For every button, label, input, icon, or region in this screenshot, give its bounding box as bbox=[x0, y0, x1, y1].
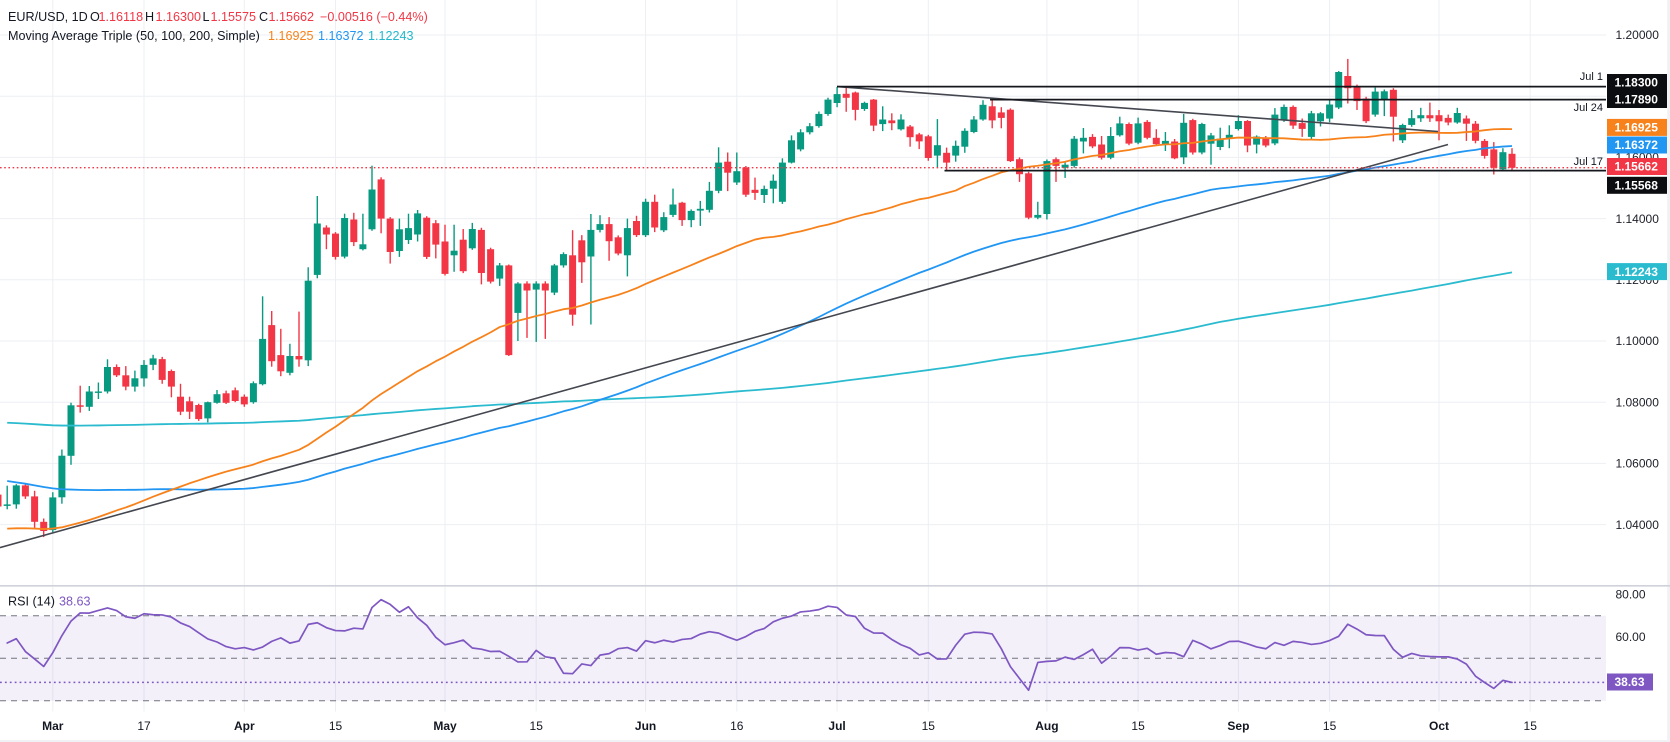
svg-text:Jul: Jul bbox=[828, 719, 845, 733]
svg-text:1.06000: 1.06000 bbox=[1616, 457, 1660, 471]
svg-text:1.16118: 1.16118 bbox=[99, 10, 144, 24]
svg-text:1.16300: 1.16300 bbox=[156, 10, 202, 24]
svg-text:Jul 17: Jul 17 bbox=[1574, 156, 1603, 168]
svg-text:C: C bbox=[259, 10, 268, 24]
svg-text:80.00: 80.00 bbox=[1616, 588, 1646, 602]
svg-text:15: 15 bbox=[1131, 719, 1145, 733]
svg-text:1.15575: 1.15575 bbox=[211, 10, 257, 24]
svg-text:1.16372: 1.16372 bbox=[1615, 138, 1659, 152]
svg-text:1.12243: 1.12243 bbox=[368, 29, 414, 43]
svg-text:1.16925: 1.16925 bbox=[268, 29, 314, 43]
svg-text:Jul 1: Jul 1 bbox=[1580, 71, 1603, 83]
svg-text:17: 17 bbox=[137, 719, 151, 733]
svg-text:15: 15 bbox=[530, 719, 544, 733]
svg-text:Aug: Aug bbox=[1035, 719, 1058, 733]
svg-text:Mar: Mar bbox=[42, 719, 64, 733]
svg-text:−0.00516 (−0.44%): −0.00516 (−0.44%) bbox=[320, 10, 428, 24]
svg-text:1.17890: 1.17890 bbox=[1615, 93, 1659, 107]
svg-text:1.15568: 1.15568 bbox=[1615, 179, 1659, 193]
svg-text:1.18300: 1.18300 bbox=[1615, 76, 1659, 90]
svg-text:1.20000: 1.20000 bbox=[1616, 28, 1660, 42]
svg-text:15: 15 bbox=[1524, 719, 1538, 733]
svg-text:May: May bbox=[433, 719, 457, 733]
svg-text:H: H bbox=[145, 10, 154, 24]
svg-text:1.15662: 1.15662 bbox=[269, 10, 315, 24]
svg-text:Jul 24: Jul 24 bbox=[1574, 102, 1603, 114]
svg-text:EUR/USD, 1D: EUR/USD, 1D bbox=[8, 10, 88, 24]
svg-text:38.63: 38.63 bbox=[59, 595, 91, 609]
svg-text:15: 15 bbox=[329, 719, 343, 733]
svg-text:15: 15 bbox=[1323, 719, 1337, 733]
svg-text:Apr: Apr bbox=[234, 719, 255, 733]
svg-text:Sep: Sep bbox=[1227, 719, 1249, 733]
svg-text:1.12243: 1.12243 bbox=[1615, 265, 1659, 279]
svg-text:60.00: 60.00 bbox=[1616, 630, 1646, 644]
svg-text:O: O bbox=[90, 10, 100, 24]
svg-text:1.16925: 1.16925 bbox=[1615, 121, 1659, 135]
svg-text:1.10000: 1.10000 bbox=[1616, 334, 1660, 348]
svg-text:Moving Average Triple (50, 100: Moving Average Triple (50, 100, 200, Sim… bbox=[8, 29, 260, 43]
svg-text:Oct: Oct bbox=[1429, 719, 1449, 733]
svg-text:1.08000: 1.08000 bbox=[1616, 395, 1660, 409]
svg-text:Jun: Jun bbox=[635, 719, 656, 733]
svg-text:15: 15 bbox=[922, 719, 936, 733]
svg-text:38.63: 38.63 bbox=[1615, 675, 1645, 689]
svg-text:1.15662: 1.15662 bbox=[1615, 160, 1659, 174]
svg-text:RSI (14): RSI (14) bbox=[8, 595, 55, 609]
svg-text:1.16372: 1.16372 bbox=[318, 29, 364, 43]
svg-text:16: 16 bbox=[730, 719, 744, 733]
svg-text:1.14000: 1.14000 bbox=[1616, 212, 1660, 226]
svg-text:1.04000: 1.04000 bbox=[1616, 518, 1660, 532]
svg-text:L: L bbox=[203, 10, 210, 24]
